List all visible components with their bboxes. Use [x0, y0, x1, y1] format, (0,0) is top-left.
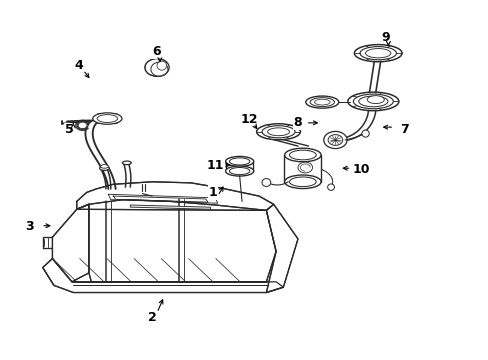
Ellipse shape: [359, 46, 396, 60]
Ellipse shape: [77, 121, 88, 129]
Ellipse shape: [327, 184, 334, 190]
Text: 10: 10: [352, 163, 369, 176]
Ellipse shape: [225, 166, 253, 176]
Ellipse shape: [93, 113, 122, 124]
Text: 6: 6: [152, 45, 161, 58]
Ellipse shape: [267, 128, 289, 136]
Ellipse shape: [358, 96, 387, 107]
Ellipse shape: [297, 162, 312, 173]
Polygon shape: [42, 258, 283, 293]
Text: 11: 11: [206, 159, 224, 172]
Ellipse shape: [225, 157, 253, 166]
Polygon shape: [52, 204, 89, 282]
Ellipse shape: [108, 113, 113, 123]
Ellipse shape: [157, 61, 166, 70]
Ellipse shape: [122, 161, 131, 165]
Text: 12: 12: [240, 113, 258, 126]
Text: 1: 1: [208, 186, 217, 199]
Text: 2: 2: [147, 311, 156, 324]
Ellipse shape: [97, 114, 117, 122]
Polygon shape: [77, 204, 276, 282]
Ellipse shape: [305, 96, 338, 108]
Ellipse shape: [144, 59, 169, 76]
Ellipse shape: [262, 179, 270, 186]
Ellipse shape: [102, 113, 107, 123]
Ellipse shape: [366, 96, 384, 104]
Ellipse shape: [323, 131, 346, 149]
Text: 4: 4: [75, 59, 83, 72]
Text: 8: 8: [293, 116, 302, 129]
Text: 5: 5: [65, 123, 74, 136]
Ellipse shape: [289, 150, 316, 160]
Polygon shape: [130, 205, 210, 209]
Ellipse shape: [151, 62, 167, 76]
Ellipse shape: [229, 167, 249, 175]
Ellipse shape: [114, 113, 118, 123]
Polygon shape: [77, 182, 273, 210]
Ellipse shape: [314, 99, 329, 105]
Text: 9: 9: [381, 31, 389, 44]
Ellipse shape: [262, 126, 294, 138]
Ellipse shape: [353, 94, 392, 109]
Ellipse shape: [309, 98, 334, 107]
Ellipse shape: [229, 158, 249, 165]
Polygon shape: [266, 204, 297, 293]
Ellipse shape: [96, 113, 101, 123]
Ellipse shape: [347, 92, 398, 111]
Ellipse shape: [256, 124, 300, 140]
Ellipse shape: [327, 135, 342, 145]
Text: 3: 3: [25, 220, 34, 233]
Ellipse shape: [284, 148, 321, 162]
Ellipse shape: [361, 130, 368, 137]
Ellipse shape: [289, 177, 316, 186]
Ellipse shape: [284, 175, 321, 189]
Ellipse shape: [101, 165, 108, 168]
Ellipse shape: [100, 166, 109, 170]
Text: 7: 7: [400, 123, 408, 136]
Ellipse shape: [365, 49, 390, 58]
Ellipse shape: [354, 45, 401, 62]
